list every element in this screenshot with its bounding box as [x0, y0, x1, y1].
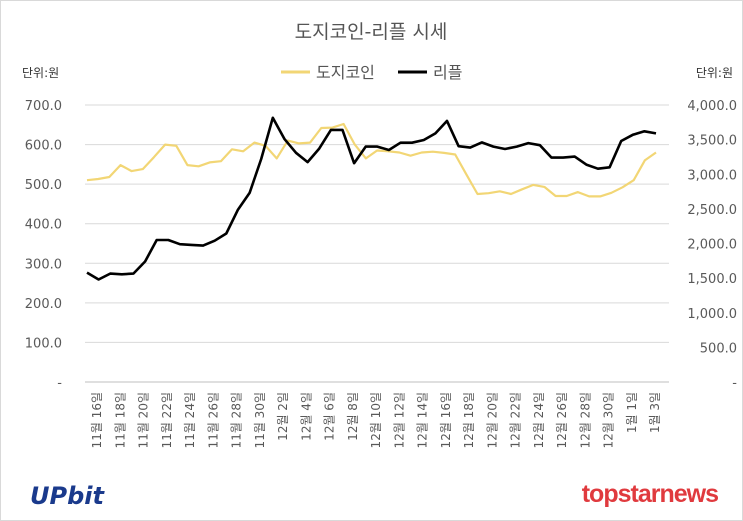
right-y-tick-label: 500.0	[700, 341, 737, 356]
legend: 도지코인 리플	[281, 63, 462, 82]
left-y-tick-label: 700.0	[25, 99, 62, 114]
legend-label-ripple: 리플	[433, 63, 462, 82]
x-tick-label: 11월 26일	[206, 392, 220, 448]
x-tick-label: 12월 26일	[555, 392, 569, 448]
right-y-tick-label: 1,000.0	[687, 307, 737, 322]
x-axis: 11월 16일 11월 18일 11월 20일 11월 22일 11월 24일 11월 2…	[90, 392, 662, 448]
x-tick-label: 11월 30일	[253, 392, 267, 448]
x-tick-label: 1월 1일	[625, 392, 639, 433]
x-tick-label: 11월 16일	[90, 392, 104, 448]
x-tick-label: 12월 12일	[392, 392, 406, 448]
chart-title: 도지코인-리플 시세	[295, 21, 448, 43]
left-y-tick-label: 300.0	[25, 257, 62, 272]
series-line-dogecoin	[86, 122, 657, 198]
x-tick-label: 12월 24일	[532, 392, 546, 448]
left-y-tick-label: 500.0	[25, 178, 62, 193]
gridlines	[85, 104, 669, 383]
x-tick-label: 11월 20일	[137, 392, 151, 448]
left-y-tick-label: 200.0	[25, 297, 62, 312]
topstarnews-logo: topstarnews	[582, 480, 719, 508]
right-y-tick-label: -	[732, 376, 737, 391]
upbit-logo-text: UPbit	[30, 482, 105, 510]
x-tick-label: 12월 18일	[462, 392, 476, 448]
left-y-tick-label: 100.0	[25, 336, 62, 351]
series-line-ripple	[86, 116, 657, 281]
legend-label-dogecoin: 도지코인	[316, 63, 375, 82]
right-y-tick-label: 2,000.0	[687, 238, 737, 253]
x-tick-label: 11월 22일	[160, 392, 174, 448]
x-tick-label: 11월 18일	[113, 392, 127, 448]
right-y-tick-label: 3,000.0	[687, 168, 737, 183]
x-tick-label: 12월 30일	[602, 392, 616, 448]
x-tick-label: 12월 16일	[439, 392, 453, 448]
right-y-tick-label: 2,500.0	[687, 203, 737, 218]
x-tick-label: 12월 22일	[509, 392, 523, 448]
x-tick-label: 12월 28일	[578, 392, 592, 448]
topstarnews-logo-text: topstarnews	[582, 480, 718, 508]
right-y-tick-label: 1,500.0	[687, 272, 737, 287]
left-y-tick-label: -	[57, 376, 62, 391]
x-tick-label: 11월 28일	[230, 392, 244, 448]
left-y-tick-label: 400.0	[25, 218, 62, 233]
x-tick-label: 1월 3일	[648, 392, 662, 433]
left-y-axis: - 100.0 200.0 300.0 400.0 500.0 600.0 700.0	[25, 99, 63, 391]
right-y-axis: - 500.0 1,000.0 1,500.0 2,000.0 2,500.0 3,000.…	[687, 99, 737, 391]
x-tick-label: 12월 14일	[416, 392, 430, 448]
left-y-tick-label: 600.0	[25, 139, 62, 154]
x-tick-label: 11월 24일	[183, 392, 197, 448]
left-axis-unit: 단위:원	[22, 66, 59, 80]
right-y-tick-label: 4,000.0	[687, 99, 737, 114]
upbit-logo: UPbit	[30, 482, 105, 510]
x-tick-label: 12월 6일	[323, 392, 337, 441]
x-tick-label: 12월 2일	[276, 392, 290, 441]
x-tick-label: 12월 8일	[346, 392, 360, 441]
series-lines	[86, 116, 657, 281]
right-y-tick-label: 3,500.0	[687, 134, 737, 149]
right-axis-unit: 단위:원	[696, 66, 733, 80]
x-tick-label: 12월 20일	[485, 392, 499, 448]
x-tick-label: 12월 10일	[369, 392, 383, 448]
x-tick-label: 12월 4일	[299, 392, 313, 441]
